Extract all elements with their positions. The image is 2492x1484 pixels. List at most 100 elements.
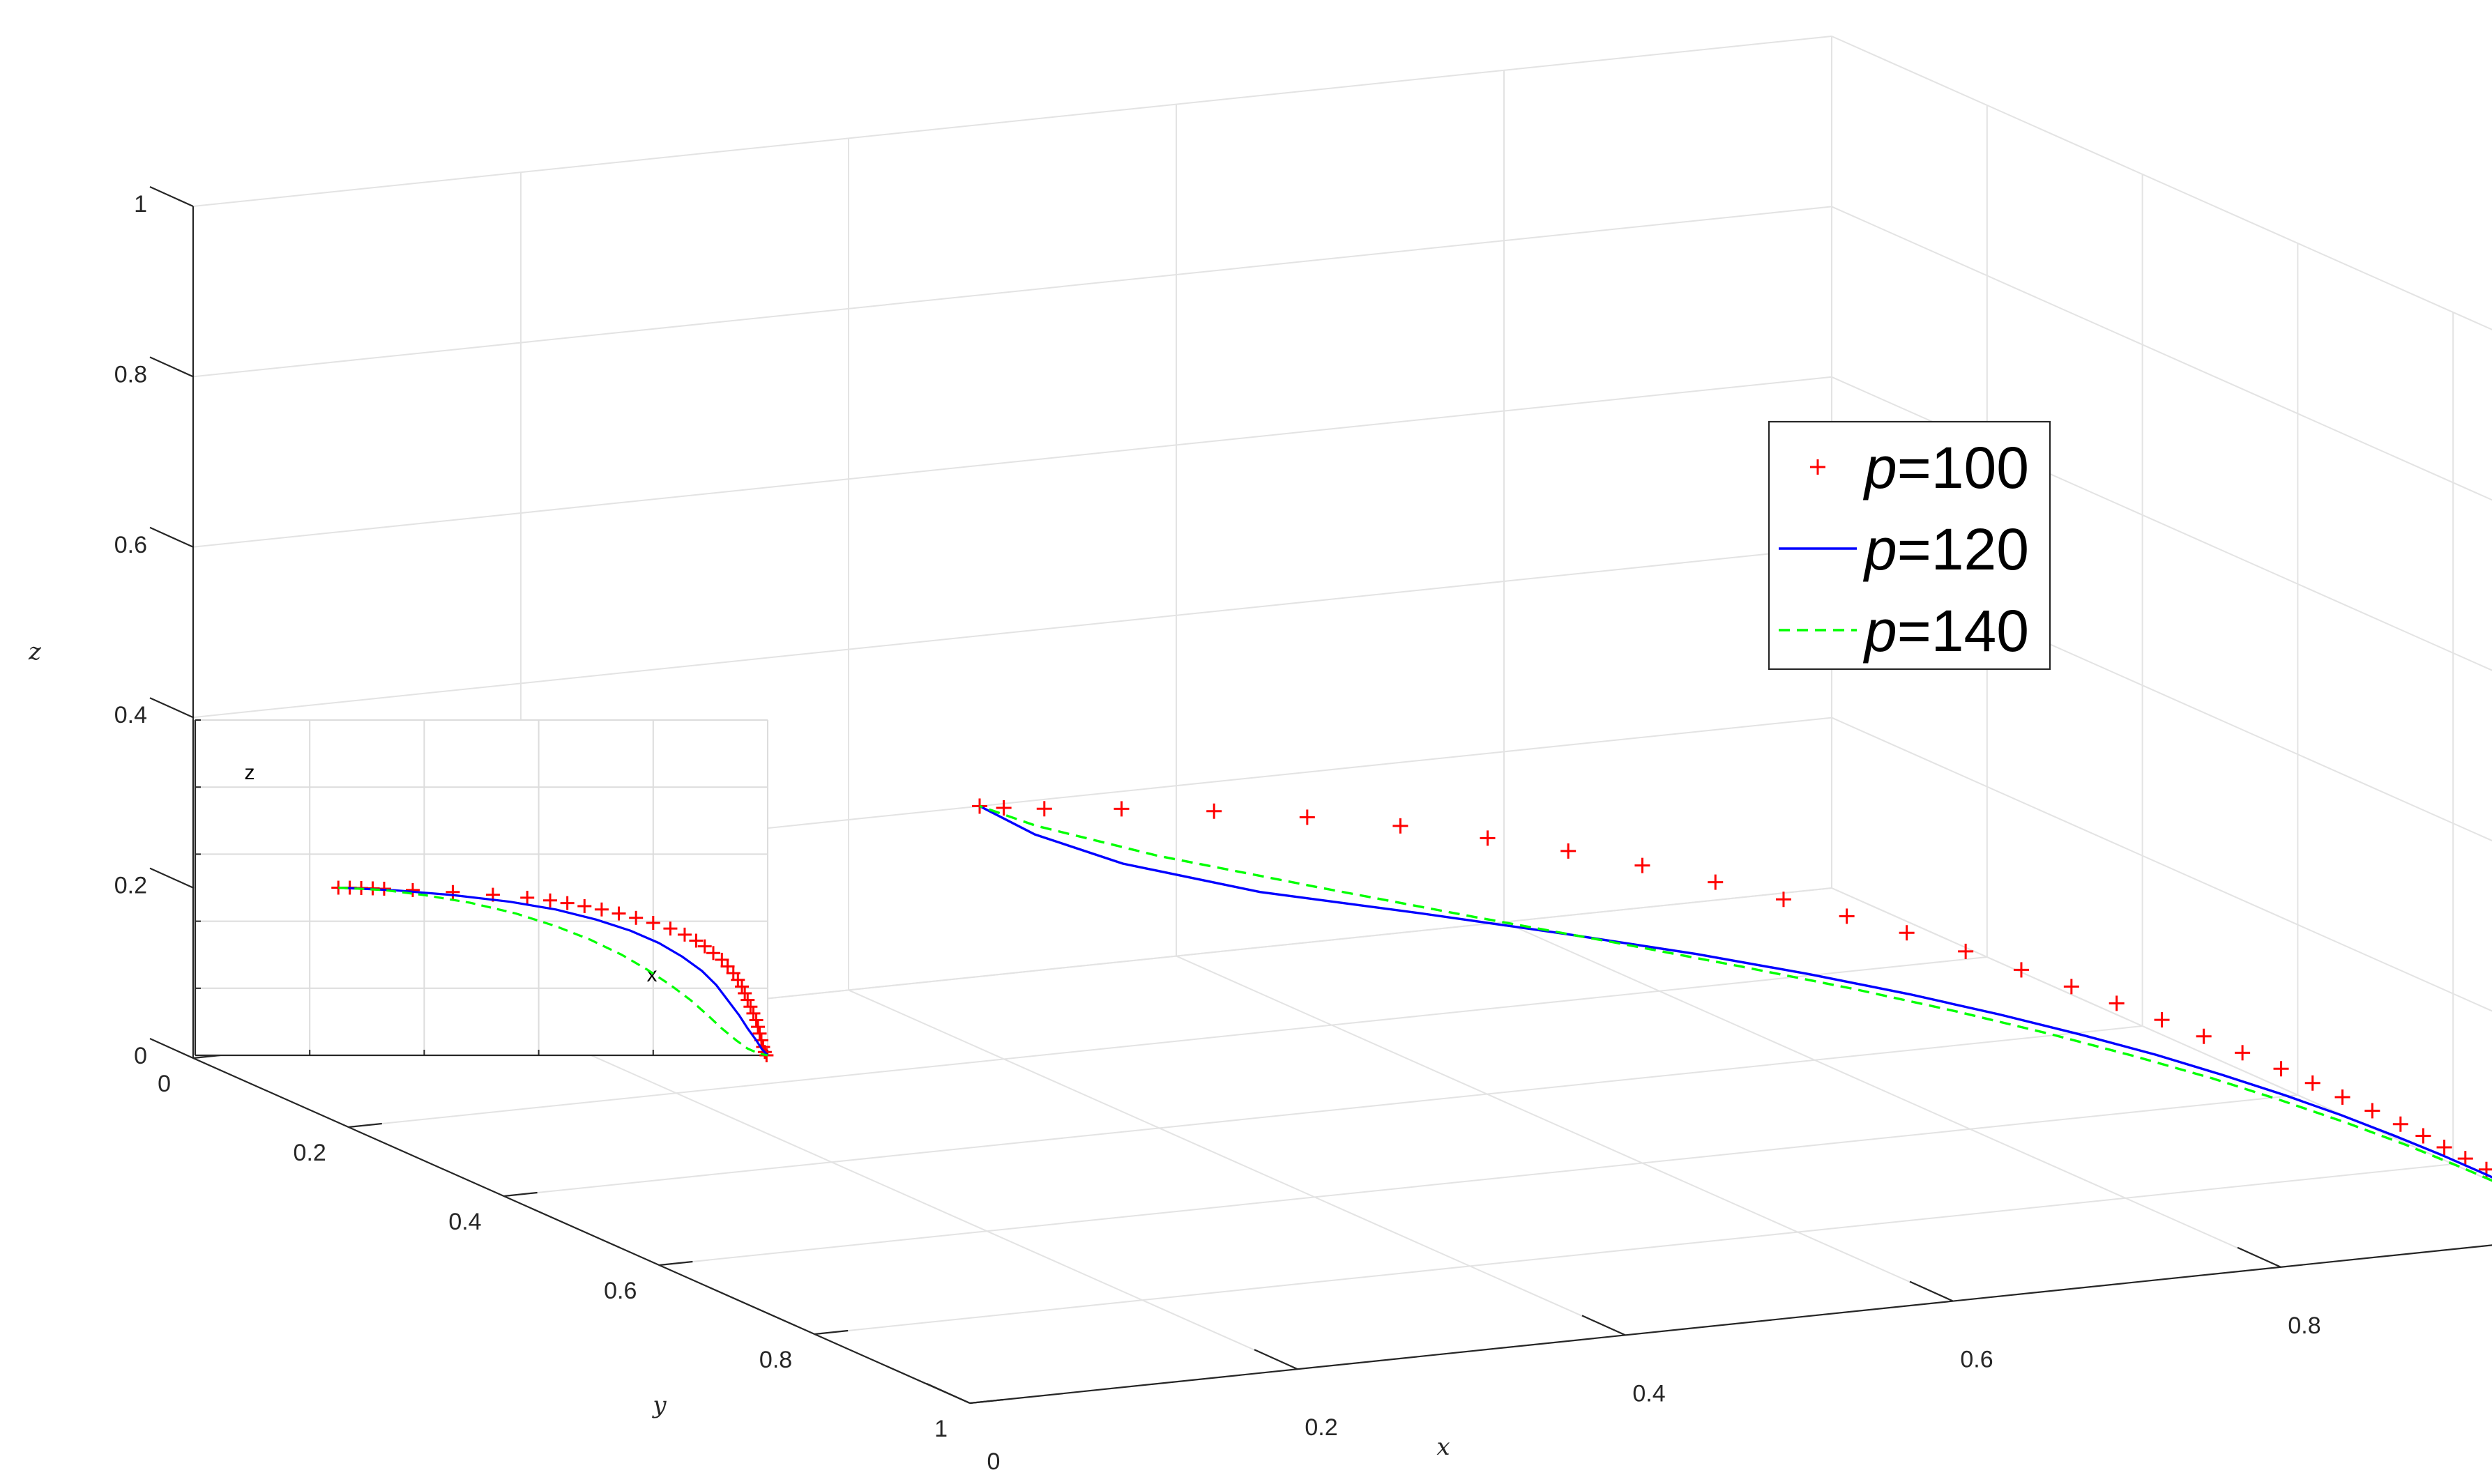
inset-data-point [749,1013,763,1027]
z-tick-label: 0.4 [114,702,147,728]
x-tick [926,1382,971,1405]
x-tick [1254,1349,1298,1370]
inset-data-point [706,946,721,961]
y-axis-line [192,1057,971,1405]
side-wall-gridline [1831,717,2492,1012]
inset-data-point [405,882,420,897]
inset-data-point [594,902,609,917]
back-wall-gridline [192,36,1832,207]
y-tick-label: 0.4 [448,1209,481,1235]
data-point [1206,803,1222,819]
data-point [2415,1128,2431,1144]
data-point [1839,908,1855,924]
floor-gridline [814,1163,2454,1335]
inset-data-point [746,1006,761,1020]
inset-chart: zx [194,719,774,1062]
data-point [1958,943,1974,959]
inset-z-label: z [245,761,255,784]
data-point [2364,1103,2380,1119]
z-tick-label: 0.6 [114,532,147,558]
inset-data-point [689,933,704,948]
data-point [2196,1028,2212,1044]
inset-data-point [740,993,755,1007]
floor-gridline [520,1023,1298,1370]
side-wall-gridline [1831,36,2492,330]
floor-gridline [1176,955,1954,1302]
axes-layer [192,206,2492,1405]
y-tick-label: 0.6 [604,1278,637,1304]
inset-data-point [743,1000,758,1014]
inset-data-point [697,939,712,954]
inset-data-point [629,910,644,925]
series-p-100-markers [972,798,2492,1177]
inset-data-point [715,952,729,967]
y-axis-label: y [651,1391,667,1419]
inset-background [195,720,768,1055]
legend-label: p=140 [1862,598,2029,664]
z-tick-label: 0 [134,1043,147,1069]
x-tick-label: 0.2 [1305,1414,1337,1441]
data-point [1708,874,1724,890]
z-tick [149,526,194,548]
y-tick [348,1122,382,1129]
data-point [1480,830,1496,846]
inset-data-point [446,885,460,899]
inset-data-point [735,979,750,994]
inset-data-point [646,916,660,931]
floor-gridline [348,956,1987,1128]
y-tick-label: 0.8 [759,1347,792,1373]
z-tick [149,185,194,208]
y-tick [814,1329,849,1336]
series-p-140-line [979,804,2492,1182]
inset-data-point [611,906,626,921]
data-point [2273,1061,2289,1077]
inset-data-point [543,893,558,908]
data-point [2457,1151,2473,1167]
data-point [1899,925,1915,941]
inset-series-p-140-line [338,886,768,1057]
y-tick [503,1191,538,1198]
floor-gridline [848,989,1626,1336]
y-tick-label: 1 [934,1416,948,1442]
x-tick [1581,1315,1626,1336]
labels-layer: x y z [28,638,1450,1461]
inset-data-point [663,921,678,936]
floor-gridline [1503,921,2281,1268]
z-tick-label: 0.2 [114,873,147,899]
z-axis-label: z [28,638,42,666]
data-point [1775,892,1791,908]
inset-data-point [751,1020,766,1034]
y-tick [969,1398,1004,1405]
data-point [2013,962,2029,978]
data-layer [972,798,2492,1182]
back-wall-gridline [192,376,1832,548]
legend-label: p=120 [1862,517,2029,582]
x-tick-label: 0 [987,1448,1001,1475]
inset-x-label: x [647,963,658,986]
legend: p=100 p=120 p=140 [1768,420,2051,671]
x-axis-line [969,1244,2492,1405]
inset-data-point [738,986,752,1001]
z-tick [149,356,194,378]
ticks-layer: 0 0.2 0.4 0.6 0.8 1 0 0.2 0.4 0.6 0.8 1 0 0.2 0.4 0.6 0.… [114,185,2321,1475]
z-tick-label: 0.8 [114,361,147,388]
inset-data-point [520,890,535,905]
z-tick [149,1037,194,1060]
side-wall-gridline [1831,887,2492,1182]
data-point [2392,1116,2408,1132]
inset-data-point [752,1026,767,1041]
data-point [1560,843,1577,859]
x-tick [1909,1280,1954,1302]
data-point [1036,801,1052,817]
floor-gridline [1831,887,2492,1182]
data-point [2304,1075,2320,1091]
data-point [1634,857,1650,873]
inset-series-p-100-markers [331,880,774,1062]
x-tick-label: 0.8 [2288,1313,2320,1339]
data-point [2334,1089,2350,1105]
legend-label: p=100 [1862,435,2029,500]
floor-gridline [659,1094,2298,1266]
z-tick [149,867,194,889]
y-tick-label: 0 [158,1071,171,1097]
